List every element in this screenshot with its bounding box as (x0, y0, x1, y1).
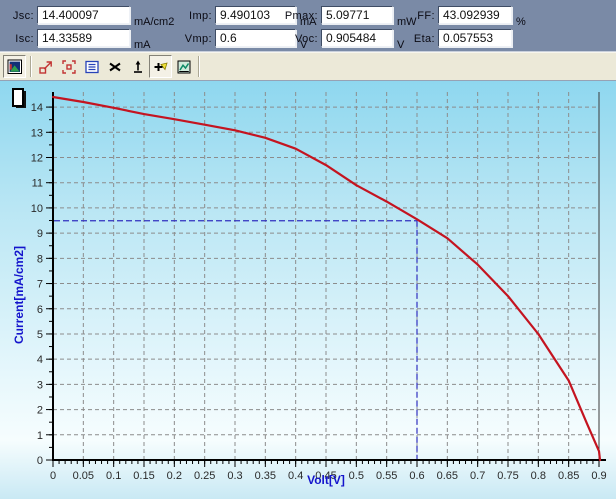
vmp-value-field[interactable]: 0.6 (215, 29, 296, 47)
jsc-label: Jsc: (12, 10, 34, 22)
x-tick-label: 0.45 (315, 470, 336, 482)
pmax-unit: mW (397, 16, 417, 28)
zoom-out-button[interactable] (34, 55, 57, 78)
x-tick-label: 0.8 (531, 470, 546, 482)
track-cursor-button[interactable] (126, 55, 149, 78)
no-cursor-icon (108, 62, 121, 71)
x-tick-label: 0.4 (288, 470, 303, 482)
x-tick-label: 0.7 (470, 470, 485, 482)
iv-curve-plot[interactable]: 0 0.05 0.1 0.15 0.2 0.25 0.3 0.35 0.4 0.45 0.5 0.55… (0, 81, 616, 499)
iv-curve-chart[interactable]: 0 0.05 0.1 0.15 0.2 0.25 0.3 0.35 0.4 0.45 0.5 0.55… (0, 81, 616, 499)
vmp-label: Vmp: (184, 33, 212, 45)
y-tick-label: 0 (37, 455, 43, 467)
zoom-region-icon (61, 59, 76, 74)
crosshair-cursor-button[interactable] (149, 55, 172, 78)
no-cursor-button[interactable] (103, 55, 126, 78)
ff-unit: % (516, 16, 526, 28)
y-tick-label: 13 (31, 127, 43, 139)
eta-value-field[interactable]: 0.057553 (438, 29, 512, 47)
imp-label: Imp: (189, 10, 212, 22)
y-tick-label: 12 (31, 153, 43, 165)
jsc-value-field[interactable]: 14.400097 (37, 6, 130, 24)
x-tick-label: 0.1 (106, 470, 121, 482)
toolbar-separator (30, 56, 32, 77)
eta-label: Eta: (413, 33, 435, 45)
y-tick-label: 9 (37, 228, 43, 240)
pmax-label: Pmax: (284, 10, 318, 22)
legend-button[interactable] (80, 55, 103, 78)
x-tick-label: 0.05 (73, 470, 94, 482)
x-tick-label: 0.35 (255, 470, 276, 482)
x-axis-title: Volt[V] (307, 473, 345, 487)
y-tick-label: 7 (37, 279, 43, 291)
y-tick-label: 3 (37, 379, 43, 391)
x-tick-label: 0.6 (409, 470, 424, 482)
pmax-value-field[interactable]: 5.09771 (321, 6, 393, 24)
x-tick-label: 0.5 (349, 470, 364, 482)
x-tick-label: 0.3 (227, 470, 242, 482)
crosshair-cursor-icon (154, 61, 168, 71)
y-axis-title: Current[mA/cm2] (12, 246, 26, 345)
x-tick-label: 0.25 (194, 470, 215, 482)
x-tick-label: 0.65 (437, 470, 458, 482)
isc-label: Isc: (15, 33, 34, 45)
graph-image-button[interactable] (3, 55, 26, 78)
voc-label: Voc: (294, 33, 318, 45)
x-tick-label: 0.75 (497, 470, 518, 482)
graph-settings-icon (177, 60, 190, 73)
iv-curve-line (51, 95, 602, 462)
zoom-region-button[interactable] (57, 55, 80, 78)
y-tick-label: 11 (32, 178, 43, 190)
imp-value-field[interactable]: 9.490103 (215, 6, 296, 24)
isc-value-field[interactable]: 14.33589 (37, 29, 130, 47)
toolbar-separator (198, 56, 200, 77)
x-tick-label: 0.9 (591, 470, 606, 482)
toolbar (0, 52, 616, 81)
zoom-out-icon (38, 60, 52, 74)
y-tick-label: 10 (31, 203, 43, 215)
x-tick-label: 0.15 (133, 470, 154, 482)
x-tick-label: 0.2 (167, 470, 182, 482)
y-tick-label: 1 (37, 430, 43, 442)
y-tick-label: 8 (37, 253, 43, 265)
imp-unit: mA (300, 16, 317, 28)
ff-label: FF: (417, 10, 435, 22)
voc-value-field[interactable]: 0.905484 (321, 29, 393, 47)
jsc-unit: mA/cm2 (134, 16, 175, 28)
y-tick-label: 2 (37, 405, 43, 417)
x-tick-label: 0 (50, 470, 56, 482)
chart-marker-icon (12, 88, 24, 107)
x-tick-label: 0.85 (558, 470, 579, 482)
vmp-unit: V (300, 39, 308, 51)
results-panel: Jsc: 14.400097 mA/cm2 Isc: 14.33589 mA I… (0, 0, 616, 52)
voc-unit: V (397, 39, 405, 51)
y-tick-label: 5 (37, 329, 43, 341)
y-tick-label: 6 (37, 304, 43, 316)
track-cursor-icon (133, 60, 142, 73)
y-tick-label: 4 (37, 354, 43, 366)
ff-value-field[interactable]: 43.092939 (438, 6, 512, 24)
graph-settings-button[interactable] (172, 55, 195, 78)
x-tick-label: 0.55 (376, 470, 397, 482)
graph-image-icon (7, 59, 22, 74)
legend-icon (84, 60, 99, 73)
y-tick-label: 14 (31, 102, 43, 114)
isc-unit: mA (134, 39, 151, 51)
